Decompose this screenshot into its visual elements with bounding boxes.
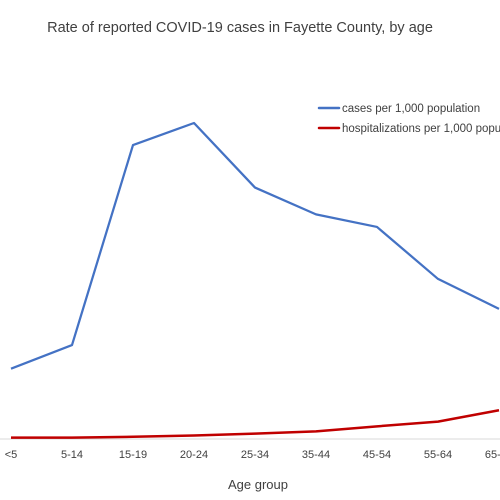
x-tick-label: 20-24 <box>180 449 208 461</box>
x-tick-label: 35-44 <box>302 449 330 461</box>
x-tick-label: 45-54 <box>363 449 391 461</box>
legend-label-hospitalizations: hospitalizations per 1,000 population <box>342 123 500 135</box>
x-tick-label: 15-19 <box>119 449 147 461</box>
x-axis-label: Age group <box>228 477 288 492</box>
x-tick-label: 5-14 <box>61 449 83 461</box>
series-line-1 <box>11 409 500 439</box>
chart-title: Rate of reported COVID-19 cases in Fayet… <box>47 20 433 36</box>
x-tick-label: 25-34 <box>241 449 269 461</box>
x-tick-labels: <5 5-14 15-19 20-24 25-34 35-44 45-54 55-64 65-7… <box>5 449 500 461</box>
x-tick-label: 65-74 <box>485 449 500 461</box>
series-layer <box>10 121 500 439</box>
legend: cases per 1,000 population hospitalizati… <box>317 103 500 135</box>
series-line-0 <box>10 121 500 370</box>
x-tick-label: <5 <box>5 449 18 461</box>
x-tick-label: 55-64 <box>424 449 452 461</box>
legend-label-cases: cases per 1,000 population <box>342 103 480 115</box>
